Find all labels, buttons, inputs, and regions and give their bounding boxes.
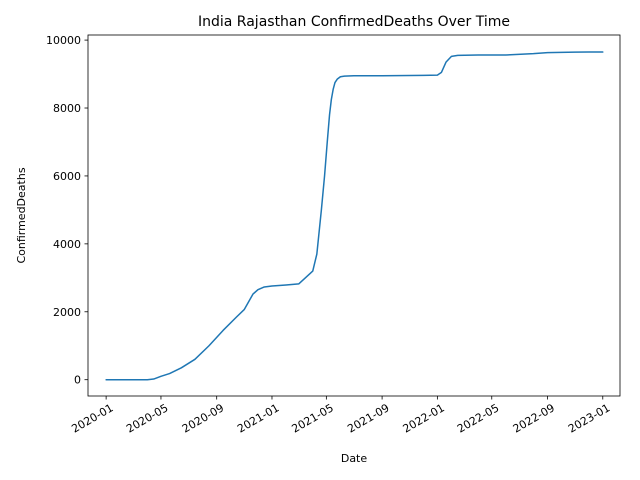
y-tick-label: 8000 — [53, 102, 81, 115]
y-tick-label: 2000 — [53, 306, 81, 319]
y-axis-ticks: 0 2000 4000 6000 8000 10000 — [46, 34, 88, 387]
y-tick-label: 10000 — [46, 34, 81, 47]
y-tick-label: 0 — [74, 374, 81, 387]
x-tick-label: 2022-09 — [511, 401, 557, 435]
x-tick-label: 2021-05 — [290, 401, 336, 435]
x-tick-label: 2020-01 — [69, 401, 115, 435]
y-tick-label: 6000 — [53, 170, 81, 183]
x-tick-label: 2023-01 — [566, 401, 612, 435]
x-tick-label: 2020-09 — [180, 401, 226, 435]
x-tick-label: 2020-05 — [124, 401, 170, 435]
x-tick-label: 2021-01 — [235, 401, 281, 435]
series-line-0 — [105, 51, 604, 381]
x-tick-label: 2022-05 — [455, 401, 501, 435]
x-axis-label: Date — [341, 452, 368, 465]
y-tick-label: 4000 — [53, 238, 81, 251]
plot-frame — [87, 34, 621, 397]
x-tick-label: 2022-01 — [401, 401, 447, 435]
x-axis-ticks: 2020-01 2020-05 2020-09 2021-01 2021-05 2021-… — [69, 396, 612, 436]
y-axis-label: ConfirmedDeaths — [15, 167, 28, 263]
series-layer — [105, 51, 604, 381]
x-tick-label: 2021-09 — [345, 401, 391, 435]
chart-title: India Rajasthan ConfirmedDeaths Over Tim… — [198, 14, 510, 30]
